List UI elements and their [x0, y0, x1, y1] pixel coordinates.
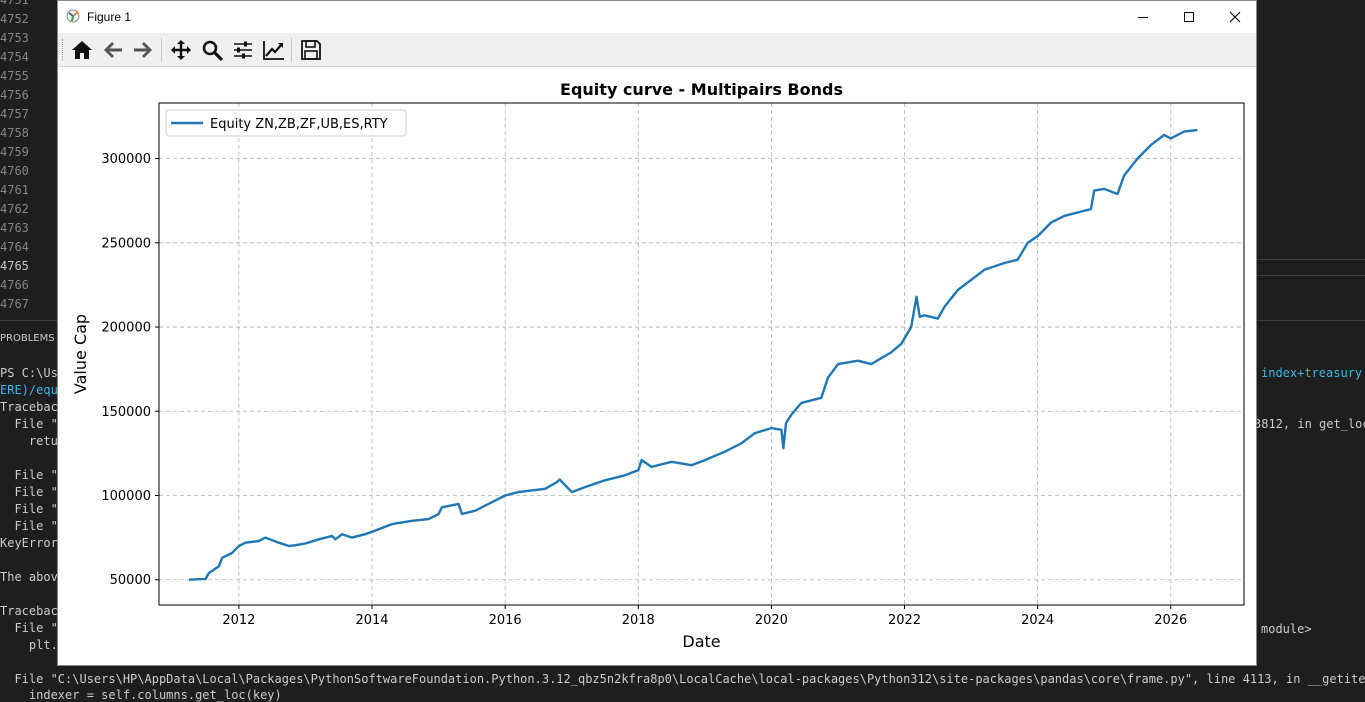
- x-tick-label: 2024: [1021, 613, 1054, 628]
- legend-box: [165, 109, 407, 137]
- equity-line: [188, 128, 1198, 581]
- toolbar-separator: [291, 38, 292, 62]
- x-axis-label: Date: [682, 632, 720, 651]
- line-number: 4752: [0, 12, 29, 26]
- line-number: 4755: [0, 69, 29, 83]
- editor-divider: [1257, 259, 1365, 260]
- home-button[interactable]: [69, 37, 95, 63]
- terminal-line: File ": [0, 485, 58, 499]
- line-number: 4753: [0, 31, 29, 45]
- line-number: 4757: [0, 107, 29, 121]
- close-button[interactable]: [1212, 1, 1258, 33]
- y-tick-label: 150000: [101, 405, 151, 420]
- line-number: 4762: [0, 202, 29, 216]
- terminal-line: ERE)/equ: [0, 383, 58, 397]
- y-tick-label: 100000: [101, 489, 151, 504]
- save-button[interactable]: [298, 37, 324, 63]
- terminal-line: KeyError: [0, 536, 58, 550]
- terminal-line: retu: [0, 434, 58, 448]
- y-tick-label: 300000: [101, 152, 151, 167]
- editor-divider: [1257, 275, 1365, 276]
- pan-button[interactable]: [168, 37, 194, 63]
- x-tick-label: 2022: [888, 613, 921, 628]
- problems-tab[interactable]: PROBLEMS: [0, 333, 55, 344]
- legend: Equity ZN,ZB,ZF,UB,ES,RTY: [165, 109, 407, 137]
- terminal-line: Traceback: [0, 604, 66, 618]
- terminal-text: index+treasury': [1261, 366, 1365, 380]
- toolbar-separator: [161, 38, 162, 62]
- y-tick-label: 200000: [101, 321, 151, 336]
- subplots-icon: [234, 41, 252, 59]
- terminal-line: File ": [0, 519, 58, 533]
- save-icon: [301, 40, 321, 60]
- y-tick-label: 50000: [110, 573, 151, 588]
- editor-line-gutter: 4751 4752 4753 4754 4755 4756 4757 4758 4759 4760…: [0, 0, 57, 330]
- minimize-button[interactable]: [1120, 1, 1166, 33]
- terminal-line: Traceback: [0, 400, 66, 414]
- line-number: 4760: [0, 164, 29, 178]
- subplots-button[interactable]: [230, 37, 256, 63]
- x-tick-label: 2026: [1154, 613, 1187, 628]
- terminal-text: module>: [1261, 622, 1312, 636]
- line-number: 4764: [0, 240, 29, 254]
- forward-button[interactable]: [130, 37, 156, 63]
- line-number: 4761: [0, 183, 29, 197]
- terminal-line: File ": [0, 468, 58, 482]
- terminal-text: File "C:\Users\HP\AppData\Local\Packages…: [0, 672, 1365, 686]
- minimize-icon: [1138, 17, 1148, 18]
- line-number: 4765: [0, 259, 29, 273]
- terminal-line: File ": [0, 502, 58, 516]
- x-tick-label: 2012: [222, 613, 255, 628]
- terminal-line: plt.: [0, 638, 58, 652]
- x-tick-label: 2018: [622, 613, 655, 628]
- legend-entry: Equity ZN,ZB,ZF,UB,ES,RTY: [210, 117, 388, 132]
- terminal-text: 3812, in get_loc: [1254, 417, 1365, 431]
- terminal-line: The above: [0, 570, 66, 584]
- chart-title: Equity curve - Multipairs Bonds: [560, 80, 843, 99]
- line-number: 4754: [0, 50, 29, 64]
- edit-curve-icon: [263, 41, 284, 60]
- x-tick-label: 2016: [489, 613, 522, 628]
- home-icon: [72, 41, 92, 59]
- line-number: 4763: [0, 221, 29, 235]
- line-number: 4766: [0, 278, 29, 292]
- figure-canvas[interactable]: 2012 2014 2016 2018 2020 2022 2024 2026 50000 100…: [58, 67, 1256, 665]
- pan-icon: [171, 40, 191, 60]
- terminal-line: File ": [0, 417, 58, 431]
- title-bar[interactable]: Figure 1: [58, 1, 1256, 33]
- back-arrow-icon: [104, 42, 122, 58]
- axes-frame: [158, 102, 1245, 606]
- x-tick-label: 2014: [355, 613, 388, 628]
- matplotlib-icon: [66, 9, 80, 23]
- line-number: 4767: [0, 297, 29, 311]
- line-number: 4758: [0, 126, 29, 140]
- forward-arrow-icon: [134, 42, 152, 58]
- window-title: Figure 1: [87, 10, 132, 24]
- line-number: 4756: [0, 88, 29, 102]
- back-button[interactable]: [100, 37, 126, 63]
- y-tick-label: 250000: [101, 236, 151, 251]
- terminal-line: File ": [0, 621, 58, 635]
- terminal-line: PS C:\Us: [0, 366, 58, 380]
- y-axis-label: Value Cap: [71, 314, 90, 394]
- zoom-button[interactable]: [199, 37, 225, 63]
- close-icon: [1229, 11, 1241, 23]
- maximize-icon: [1184, 12, 1194, 22]
- terminal-text: indexer = self.columns.get_loc(key): [0, 688, 282, 702]
- toolbar-grip[interactable]: [62, 39, 66, 61]
- navigation-toolbar: [58, 33, 1256, 67]
- maximize-button[interactable]: [1166, 1, 1212, 33]
- line-number: 4751: [0, 0, 29, 7]
- zoom-icon: [202, 40, 223, 61]
- edit-curve-button[interactable]: [261, 37, 287, 63]
- equity-chart[interactable]: 2012 2014 2016 2018 2020 2022 2024 2026 50000 100…: [58, 67, 1256, 665]
- x-tick-label: 2020: [755, 613, 788, 628]
- line-number: 4759: [0, 145, 29, 159]
- figure-window: Figure 1: [57, 0, 1257, 666]
